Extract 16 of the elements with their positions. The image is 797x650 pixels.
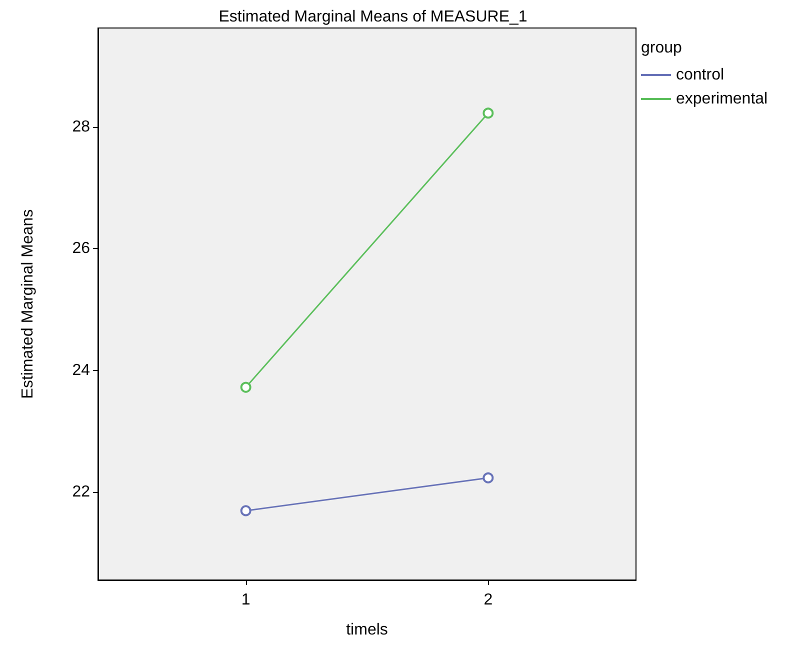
x-tick-label: 2: [484, 592, 493, 608]
x-axis-title: timels: [346, 622, 388, 638]
y-tick-label: 28: [72, 118, 90, 136]
legend-label: experimental: [676, 90, 768, 108]
point: [240, 382, 252, 393]
legend-title: group: [641, 40, 682, 56]
legend-label: control: [676, 66, 724, 84]
y-tick-label: 24: [72, 362, 90, 379]
point: [240, 505, 252, 516]
y-tick-label: 22: [72, 483, 90, 500]
y-tick-label: 26: [72, 240, 90, 258]
point: [482, 472, 494, 484]
point: [482, 108, 494, 119]
x-tick-label: 1: [241, 592, 250, 608]
y-axis-title: Estimated Marginal Means: [20, 209, 36, 399]
chart-title: Estimated Marginal Means of MEASURE_1: [218, 8, 528, 26]
